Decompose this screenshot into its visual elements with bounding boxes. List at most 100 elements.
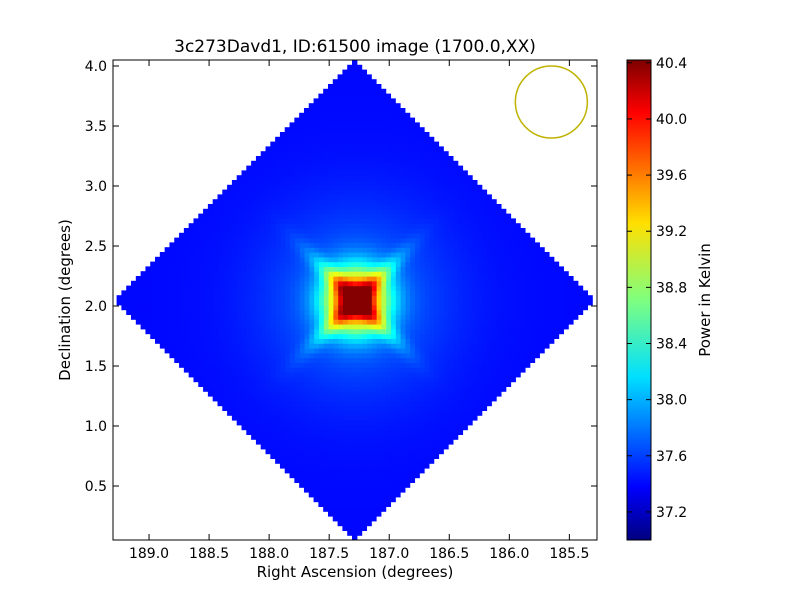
heatmap-cell [361, 468, 368, 474]
heatmap-cell [366, 151, 372, 157]
heatmap-cell [313, 338, 319, 344]
heatmap-cell [433, 252, 440, 258]
heatmap-cell [337, 415, 343, 421]
heatmap-cell [265, 448, 271, 455]
heatmap-cell [313, 463, 319, 469]
heatmap-cell [404, 237, 411, 243]
heatmap-cell [400, 170, 406, 176]
heatmap-cell [342, 84, 348, 90]
heatmap-cell [376, 501, 382, 507]
heatmap-cell [241, 276, 247, 282]
heatmap-cell [318, 98, 324, 104]
heatmap-cell [188, 256, 195, 263]
heatmap-cell [241, 175, 247, 181]
heatmap-cell [371, 396, 377, 402]
heatmap-cell [414, 372, 420, 378]
heatmap-cell [347, 463, 353, 469]
heatmap-cell [443, 386, 449, 392]
heatmap-cell [443, 228, 449, 234]
heatmap-cell [352, 261, 358, 267]
heatmap-cell [327, 304, 334, 311]
heatmap-cell [231, 319, 238, 325]
heatmap-cell [433, 199, 440, 205]
heatmap-cell [212, 285, 219, 291]
heatmap-cell [323, 194, 329, 200]
heatmap-cell [491, 372, 497, 378]
heatmap-cell [500, 271, 507, 277]
heatmap-cell [284, 146, 291, 152]
heatmap-cell [419, 453, 425, 459]
heatmap-cell [284, 434, 291, 440]
heatmap-cell [457, 386, 464, 392]
heatmap-cell [361, 242, 368, 248]
heatmap-cell [395, 448, 401, 455]
heatmap-cell [231, 343, 238, 349]
heatmap-cell [385, 405, 392, 411]
heatmap-cell [472, 232, 478, 239]
heatmap-cell [342, 266, 348, 272]
heatmap-cell [236, 333, 243, 339]
heatmap-cell [337, 146, 343, 152]
heatmap-cell [376, 391, 382, 397]
heatmap-cell [227, 242, 233, 248]
heatmap-cell [179, 276, 185, 282]
heatmap-cell [294, 237, 300, 243]
heatmap-cell [424, 295, 430, 301]
heatmap-cell [356, 79, 363, 85]
heatmap-cell [231, 386, 238, 392]
heatmap-cell [376, 372, 382, 378]
heatmap-cell [222, 372, 228, 378]
heatmap-cell [174, 343, 180, 349]
heatmap-cell [212, 348, 219, 354]
heatmap-cell [318, 252, 324, 258]
heatmap-cell [251, 290, 257, 296]
heatmap-cell [380, 189, 387, 195]
heatmap-cell [308, 280, 315, 287]
heatmap-cell [409, 165, 416, 171]
heatmap-cell [207, 223, 214, 229]
heatmap-cell [404, 252, 411, 258]
heatmap-cell [376, 314, 382, 320]
heatmap-cell [428, 434, 435, 440]
heatmap-cell [419, 280, 425, 287]
heatmap-cell [409, 324, 416, 330]
heatmap-cell [361, 487, 368, 493]
heatmap-cell [332, 242, 339, 248]
heatmap-cell [198, 300, 204, 306]
heatmap-cell [279, 338, 286, 344]
heatmap-cell [448, 300, 454, 306]
heatmap-cell [337, 492, 343, 498]
heatmap-cell [279, 146, 286, 152]
heatmap-cell [159, 328, 166, 335]
heatmap-cell [203, 271, 209, 277]
heatmap-cell [520, 285, 526, 291]
heatmap-cell [438, 295, 444, 301]
heatmap-cell [284, 381, 291, 387]
heatmap-cell [337, 141, 343, 147]
heatmap-cell [366, 280, 372, 287]
heatmap-cell [270, 175, 276, 181]
heatmap-cell [438, 304, 444, 311]
heatmap-cell [207, 290, 214, 296]
heatmap-cell [294, 444, 300, 450]
heatmap-cell [255, 328, 262, 335]
heatmap-cell [352, 151, 358, 157]
heatmap-cell [260, 372, 267, 378]
heatmap-cell [289, 247, 295, 253]
heatmap-cell [332, 247, 339, 253]
heatmap-cell [352, 324, 358, 330]
heatmap-cell [318, 309, 324, 315]
heatmap-cell [270, 376, 276, 383]
heatmap-cell [227, 333, 233, 339]
heatmap-cell [448, 396, 454, 402]
heatmap-cell [303, 314, 310, 320]
heatmap-cell [275, 223, 281, 229]
heatmap-cell [409, 194, 416, 200]
heatmap-cell [236, 396, 243, 402]
heatmap-cell [419, 439, 425, 445]
heatmap-cell [476, 242, 483, 248]
heatmap-cell [164, 333, 171, 339]
heatmap-cell [203, 213, 209, 219]
heatmap-cell [342, 218, 348, 224]
heatmap-cell [380, 487, 387, 493]
